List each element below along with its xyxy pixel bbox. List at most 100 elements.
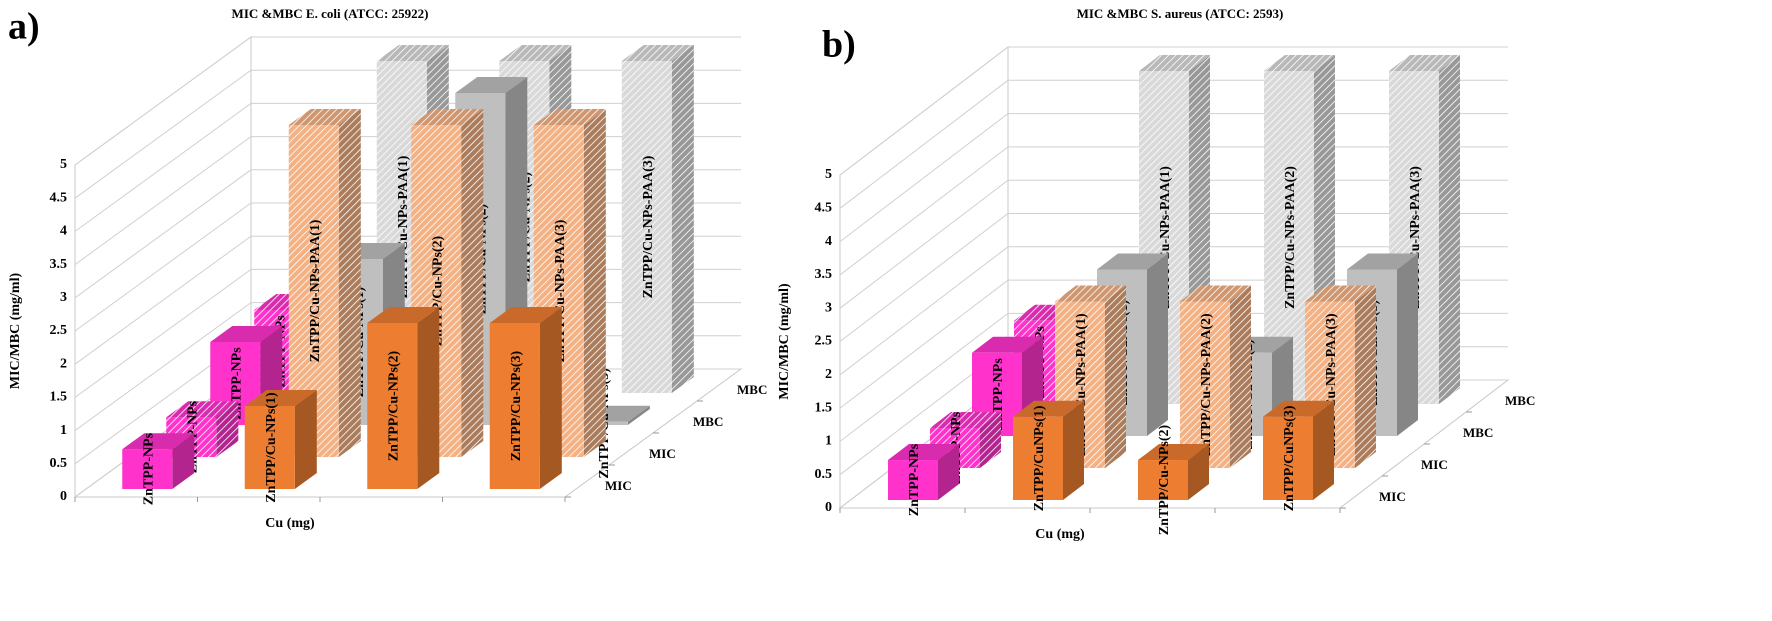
- grid-line: [839, 279, 1508, 409]
- bar-top: [1389, 55, 1460, 71]
- bar-label: ZnTPP/Cu-NPs(2): [1157, 424, 1172, 535]
- y-tick-label: 0: [60, 489, 67, 504]
- bar-front: [888, 460, 938, 500]
- grid-line: [839, 179, 1508, 309]
- bar-label: ZnTPP/Cu-NPs-PAA(1): [308, 219, 323, 362]
- bar-side: [461, 109, 484, 457]
- grid-line: [839, 79, 1508, 209]
- bar-top: [288, 109, 361, 125]
- bar-side: [417, 307, 440, 489]
- bar-label: ZnTPP/Cu-NPs(1): [264, 392, 279, 503]
- depth-label: MBC: [1463, 425, 1493, 440]
- bar: [888, 444, 959, 500]
- bar-top: [1013, 400, 1084, 417]
- bar-front: [1180, 301, 1230, 468]
- bar-side: [627, 405, 650, 425]
- y-tick-label: 1: [60, 423, 67, 438]
- bar-top: [621, 45, 694, 61]
- y-tick-label: 4.5: [50, 190, 68, 205]
- grid-line: [839, 113, 1508, 242]
- bar: [489, 307, 562, 489]
- x-axis-label: Cu (mg): [265, 516, 315, 531]
- bar-label: ZnTPP/Cu-NPs-PAA(3): [641, 155, 656, 298]
- bar-top: [888, 444, 959, 460]
- bar-label: ZnTPP/Cu-NPs-PAA(2): [1199, 313, 1214, 456]
- depth-label: MIC: [1379, 489, 1406, 504]
- bar-front: [122, 449, 173, 489]
- bar-side: [1063, 400, 1084, 500]
- bar-top: [376, 45, 449, 61]
- bar-side: [1439, 55, 1460, 404]
- x-axis-label: Cu (mg): [1035, 527, 1085, 542]
- y-tick-label: 2: [825, 367, 832, 382]
- y-tick-label: 4: [825, 234, 832, 249]
- depth-label: MIC: [649, 446, 676, 461]
- bar-top: [1138, 444, 1209, 460]
- bar-side: [1397, 253, 1418, 436]
- bar-top: [210, 326, 283, 342]
- bar: [1138, 444, 1209, 500]
- bar: [621, 45, 694, 393]
- bar-top: [455, 77, 528, 93]
- y-tick-label: 1.5: [50, 390, 68, 405]
- bar: [1013, 400, 1084, 500]
- bar-top: [367, 307, 440, 323]
- bar-top: [244, 390, 317, 406]
- bar-label: ZnTPP-NPs: [907, 443, 922, 516]
- bar-front: [1138, 460, 1188, 500]
- grid-line: [839, 213, 1508, 342]
- depth-label: MIC: [1421, 457, 1448, 472]
- bar-top: [1097, 253, 1168, 270]
- bar-top: [972, 336, 1043, 353]
- bar-side: [172, 433, 195, 489]
- bar-top: [122, 433, 195, 450]
- bar: [122, 433, 195, 489]
- bar-side: [294, 390, 317, 489]
- y-tick-label: 0.5: [50, 456, 68, 471]
- bar-top: [930, 412, 1001, 428]
- y-tick-label: 0: [825, 500, 832, 515]
- y-tick-label: 3: [825, 300, 832, 315]
- bar-top: [489, 307, 562, 323]
- bar-top: [1180, 285, 1251, 302]
- bar-side: [1105, 285, 1126, 468]
- y-tick-label: 5: [825, 167, 832, 182]
- bar-top: [499, 45, 572, 61]
- y-tick-label: 1: [825, 434, 832, 449]
- depth-label: MBC: [1505, 393, 1535, 408]
- bar-side: [338, 109, 361, 457]
- bar-label: ZnTPP-NPs: [141, 432, 156, 505]
- grid-line: [839, 46, 1508, 176]
- bar: [244, 390, 317, 489]
- grid-line: [74, 69, 741, 199]
- depth-label: MIC: [605, 478, 632, 493]
- bar-front: [489, 323, 540, 489]
- bar: [288, 109, 361, 457]
- chart-title: MIC &MBC S. aureus (ATCC: 2593): [1077, 6, 1284, 21]
- y-tick-label: 0.5: [815, 467, 833, 482]
- y-tick-label: 3.5: [50, 257, 68, 272]
- bar-top: [1347, 253, 1418, 270]
- bar-front: [621, 61, 672, 393]
- depth-label: MBC: [693, 414, 723, 429]
- bar-side: [539, 307, 562, 489]
- grid-line: [74, 36, 741, 166]
- bar-top: [411, 109, 484, 125]
- panel-label: a): [8, 6, 40, 48]
- bar: [1180, 285, 1251, 468]
- bar-top: [1139, 55, 1210, 71]
- bar-side: [1313, 400, 1334, 500]
- y-tick-label: 1.5: [815, 400, 833, 415]
- bar-side: [583, 109, 606, 457]
- bar-side: [1230, 285, 1251, 468]
- y-tick-label: 5: [60, 157, 67, 172]
- bar: [1263, 400, 1334, 500]
- y-tick-label: 3: [60, 290, 67, 305]
- bar: [1389, 55, 1460, 404]
- bar-label: ZnTPP/Cu-NPs(3): [509, 350, 524, 461]
- panel-label: b): [822, 24, 856, 66]
- bar-side: [1147, 253, 1168, 436]
- bar-side: [1355, 285, 1376, 468]
- y-tick-label: 4: [60, 224, 67, 239]
